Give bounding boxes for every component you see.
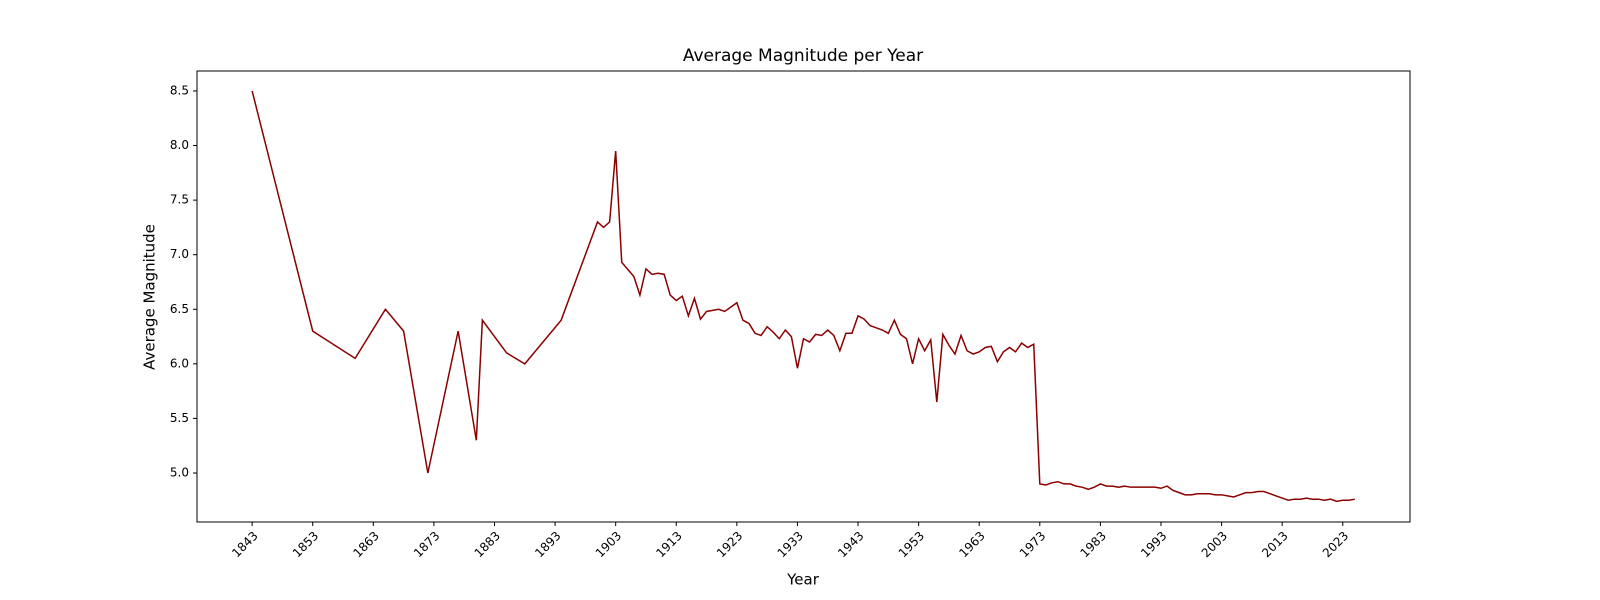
x-tick-label: 1873 bbox=[411, 529, 442, 560]
y-tick-label: 5.5 bbox=[170, 411, 189, 425]
y-tick-label: 8.5 bbox=[170, 83, 189, 97]
x-tick-label: 1903 bbox=[593, 529, 624, 560]
x-tick-label: 1953 bbox=[896, 529, 927, 560]
y-tick-label: 5.0 bbox=[170, 465, 189, 479]
x-tick-label: 1933 bbox=[775, 529, 806, 560]
x-tick-label: 1963 bbox=[956, 529, 987, 560]
x-tick-label: 1863 bbox=[350, 529, 381, 560]
x-tick-label: 2003 bbox=[1199, 529, 1230, 560]
x-tick-label: 1853 bbox=[290, 529, 321, 560]
x-tick-label: 2023 bbox=[1320, 529, 1351, 560]
y-tick-label: 8.0 bbox=[170, 138, 189, 152]
y-tick-label: 6.5 bbox=[170, 302, 189, 316]
data-line bbox=[251, 90, 1355, 503]
chart-title: Average Magnitude per Year bbox=[683, 46, 923, 66]
y-tick-label: 7.5 bbox=[170, 193, 189, 207]
y-tick-label: 6.0 bbox=[170, 356, 189, 370]
x-tick-label: 2013 bbox=[1259, 529, 1290, 560]
x-tick-label: 1993 bbox=[1138, 529, 1169, 560]
y-axis-label: Average Magnitude bbox=[141, 224, 159, 370]
x-tick-label: 1893 bbox=[532, 529, 563, 560]
y-tick-label: 7.0 bbox=[170, 247, 189, 261]
x-tick-label: 1843 bbox=[229, 529, 260, 560]
x-axis-label: Year bbox=[786, 571, 820, 589]
x-tick-label: 1943 bbox=[835, 529, 866, 560]
x-tick-label: 1883 bbox=[472, 529, 503, 560]
x-tick-label: 1983 bbox=[1077, 529, 1108, 560]
x-tick-label: 1913 bbox=[653, 529, 684, 560]
x-tick-label: 1923 bbox=[714, 529, 745, 560]
plot-frame bbox=[196, 70, 1411, 523]
x-tick-label: 1973 bbox=[1017, 529, 1048, 560]
